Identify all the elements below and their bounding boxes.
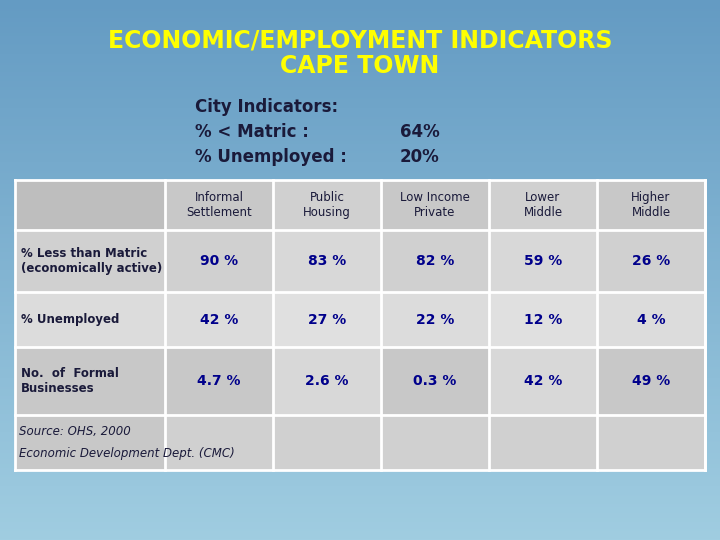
Text: 20%: 20% <box>400 148 440 166</box>
Text: City Indicators:: City Indicators: <box>195 98 338 116</box>
Text: 2.6 %: 2.6 % <box>305 374 348 388</box>
Text: Source: OHS, 2000: Source: OHS, 2000 <box>19 425 131 438</box>
Text: % < Matric :: % < Matric : <box>195 123 309 141</box>
Bar <box>165 230 273 292</box>
Bar <box>15 292 165 347</box>
Bar <box>165 180 273 230</box>
Text: 82 %: 82 % <box>416 254 454 268</box>
Bar <box>381 415 489 470</box>
Text: 0.3 %: 0.3 % <box>413 374 456 388</box>
Text: Public
Housing: Public Housing <box>303 191 351 219</box>
Bar <box>381 347 489 415</box>
Bar <box>597 415 705 470</box>
Bar <box>597 230 705 292</box>
Bar <box>273 415 381 470</box>
Bar <box>15 415 165 470</box>
Bar <box>489 347 597 415</box>
Text: 83 %: 83 % <box>308 254 346 268</box>
Text: 12 %: 12 % <box>524 313 562 327</box>
Bar <box>273 230 381 292</box>
Bar <box>381 292 489 347</box>
Text: 26 %: 26 % <box>632 254 670 268</box>
Bar <box>15 230 165 292</box>
Text: Economic Development Dept. (CMC): Economic Development Dept. (CMC) <box>19 447 235 460</box>
Bar <box>15 180 165 230</box>
Text: 59 %: 59 % <box>524 254 562 268</box>
Text: % Unemployed: % Unemployed <box>21 313 120 326</box>
Bar <box>597 292 705 347</box>
Bar <box>597 347 705 415</box>
Text: Informal
Settlement: Informal Settlement <box>186 191 252 219</box>
Bar <box>489 415 597 470</box>
Bar <box>273 347 381 415</box>
Text: ECONOMIC/EMPLOYMENT INDICATORS: ECONOMIC/EMPLOYMENT INDICATORS <box>108 28 612 52</box>
Bar <box>489 230 597 292</box>
Text: 4 %: 4 % <box>636 313 665 327</box>
Bar <box>489 292 597 347</box>
Text: 64%: 64% <box>400 123 440 141</box>
Bar <box>273 292 381 347</box>
Text: Higher
Middle: Higher Middle <box>631 191 671 219</box>
Text: 90 %: 90 % <box>200 254 238 268</box>
Text: 22 %: 22 % <box>416 313 454 327</box>
Bar <box>165 292 273 347</box>
Bar <box>15 347 165 415</box>
Bar <box>273 180 381 230</box>
Text: 27 %: 27 % <box>308 313 346 327</box>
Text: 42 %: 42 % <box>524 374 562 388</box>
Text: CAPE TOWN: CAPE TOWN <box>280 54 440 78</box>
Bar <box>165 347 273 415</box>
Bar <box>381 230 489 292</box>
Text: % Unemployed :: % Unemployed : <box>195 148 347 166</box>
Text: Low Income
Private: Low Income Private <box>400 191 470 219</box>
Text: 42 %: 42 % <box>200 313 238 327</box>
Text: 4.7 %: 4.7 % <box>197 374 240 388</box>
Text: % Less than Matric
(economically active): % Less than Matric (economically active) <box>21 247 162 275</box>
Text: 49 %: 49 % <box>632 374 670 388</box>
Bar <box>381 180 489 230</box>
Bar <box>489 180 597 230</box>
Bar <box>165 415 273 470</box>
Text: Lower
Middle: Lower Middle <box>523 191 562 219</box>
Bar <box>597 180 705 230</box>
Text: No.  of  Formal
Businesses: No. of Formal Businesses <box>21 367 119 395</box>
